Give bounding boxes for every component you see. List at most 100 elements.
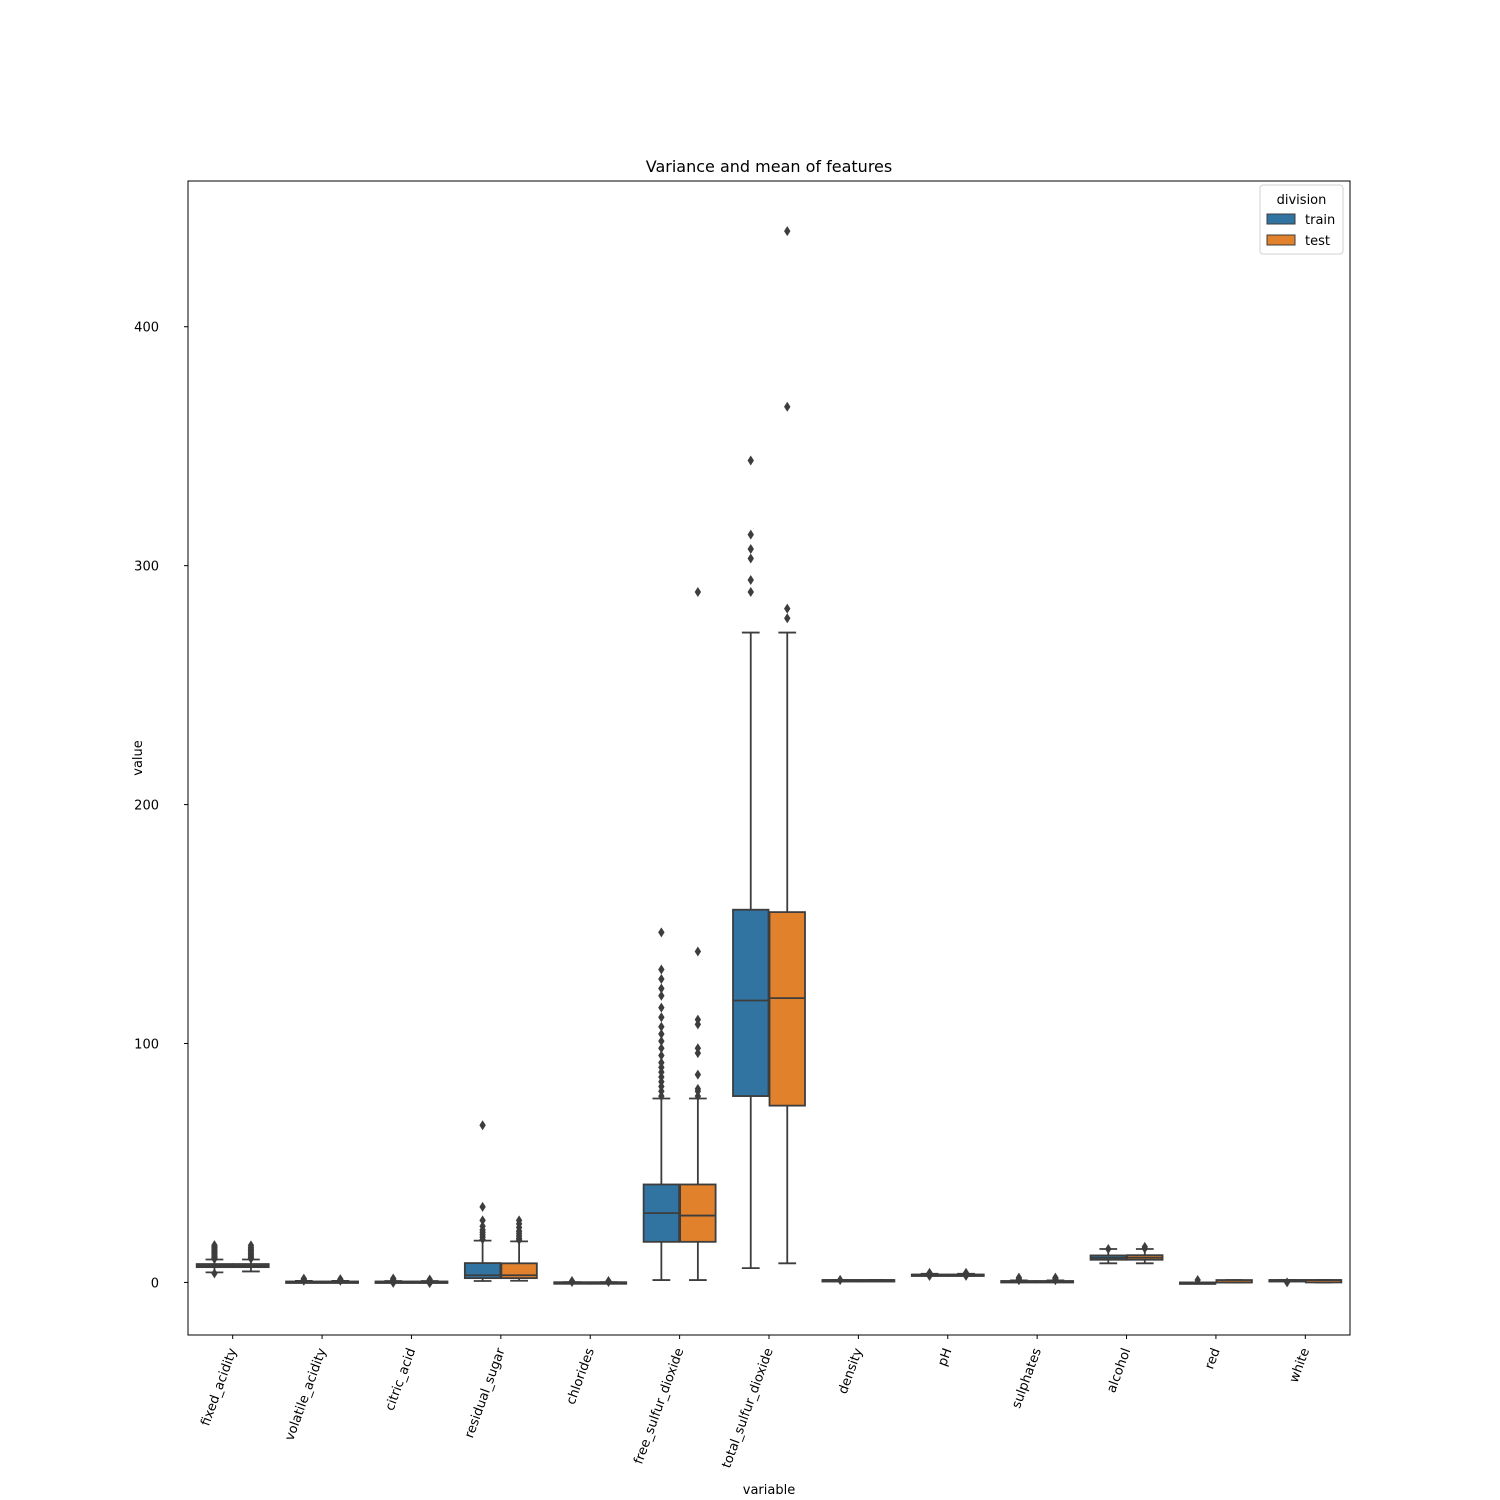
x-tick-label: free_sulfur_dioxide <box>631 1346 687 1466</box>
outlier-point <box>747 529 754 540</box>
x-axis: fixed_acidity volatile_acidity citric_acid… <box>198 1335 1313 1470</box>
box-train-pH <box>910 1267 949 1281</box>
x-tick-label: volatile_acidity <box>282 1346 330 1443</box>
outlier-point <box>247 1240 255 1251</box>
y-axis-label: value <box>131 740 146 776</box>
box-train-sulphates <box>1000 1272 1038 1286</box>
outlier-point <box>694 946 702 957</box>
box-train-white <box>1268 1277 1306 1288</box>
x-tick-label: sulphates <box>1009 1346 1045 1410</box>
box-train-chlorides <box>553 1275 591 1287</box>
outlier-point <box>784 603 791 614</box>
box-test-free_sulfur_dioxide <box>679 586 717 1281</box>
y-tick-label: 400 <box>134 321 159 336</box>
box-test-total_sulfur_dioxide <box>768 226 806 1265</box>
box-iqr <box>768 911 806 1107</box>
outlier-point <box>300 1273 308 1284</box>
box-test-white <box>1304 1279 1343 1284</box>
x-tick-label: chlorides <box>564 1346 598 1407</box>
outlier-point <box>658 1028 665 1039</box>
outlier-point <box>658 983 665 994</box>
box-test-volatile_acidity <box>321 1274 359 1286</box>
box-train-density <box>821 1274 859 1286</box>
outlier-point <box>747 586 754 597</box>
outlier-point <box>747 455 754 466</box>
outlier-point <box>658 1002 665 1013</box>
box-test-sulphates <box>1036 1272 1075 1286</box>
y-axis: 0 100 200 300 400 <box>134 321 188 1291</box>
outlier-point <box>211 1268 218 1279</box>
outlier-point <box>784 613 791 624</box>
chart-title: Variance and mean of features <box>646 157 892 176</box>
box-iqr <box>732 908 770 1097</box>
box-train-volatile_acidity <box>285 1273 323 1286</box>
outlier-point <box>694 586 702 597</box>
box-test-citric_acid <box>411 1274 449 1289</box>
outlier-point <box>658 990 665 1001</box>
outlier-point <box>211 1240 218 1251</box>
outlier-point <box>1052 1272 1059 1283</box>
outlier-point <box>694 1069 702 1080</box>
legend-label-train: train <box>1305 213 1335 228</box>
outlier-point <box>1015 1272 1023 1283</box>
outlier-point <box>1194 1275 1201 1286</box>
box-test-residual_sugar <box>500 1215 538 1282</box>
outlier-point <box>658 974 665 985</box>
box-test-red <box>1215 1279 1253 1284</box>
outlier-point <box>1105 1243 1112 1254</box>
box-test-fixed_acidity <box>232 1240 270 1273</box>
outlier-point <box>658 1021 665 1032</box>
outlier-point <box>658 927 665 938</box>
plot-area <box>195 226 1343 1289</box>
outlier-point <box>658 1012 665 1023</box>
legend-label-test: test <box>1305 234 1330 249</box>
y-tick-label: 300 <box>134 560 159 575</box>
outlier-point <box>658 1043 665 1054</box>
box-train-citric_acid <box>374 1273 412 1288</box>
x-tick-label: pH <box>935 1346 955 1368</box>
box-iqr <box>679 1183 717 1243</box>
y-tick-label: 0 <box>151 1276 159 1291</box>
x-tick-label: red <box>1202 1346 1223 1371</box>
x-tick-label: density <box>836 1346 867 1396</box>
outlier-point <box>784 226 791 237</box>
box-train-free_sulfur_dioxide <box>642 927 681 1281</box>
box-train-fixed_acidity <box>195 1240 234 1279</box>
outlier-point <box>1141 1241 1148 1252</box>
box-train-alcohol <box>1089 1243 1127 1265</box>
outlier-point <box>694 1043 702 1054</box>
outlier-point <box>479 1221 486 1232</box>
outlier-point <box>479 1120 486 1131</box>
x-tick-label: white <box>1287 1346 1313 1385</box>
outlier-point <box>658 1036 665 1047</box>
legend-swatch-train <box>1266 213 1296 225</box>
outlier-point <box>962 1267 970 1278</box>
outlier-point <box>568 1275 576 1286</box>
outlier-point <box>747 575 754 586</box>
box-test-alcohol <box>1126 1241 1164 1265</box>
plot-frame <box>187 180 1351 1336</box>
outlier-point <box>658 964 665 975</box>
x-tick-label: residual_sugar <box>462 1346 509 1441</box>
outlier-point <box>1283 1277 1291 1288</box>
outlier-point <box>694 1083 702 1094</box>
outlier-point <box>426 1274 433 1285</box>
outlier-point <box>784 401 791 412</box>
x-tick-label: fixed_acidity <box>198 1346 240 1428</box>
outlier-point <box>390 1273 397 1284</box>
outlier-point <box>515 1215 523 1226</box>
outlier-point <box>926 1267 933 1278</box>
x-tick-label: citric_acid <box>383 1346 419 1413</box>
x-axis-label: variable <box>743 1483 795 1498</box>
box-test-chlorides <box>589 1276 628 1287</box>
outlier-point <box>658 1057 665 1068</box>
outlier-point <box>694 1014 702 1025</box>
outlier-point <box>747 553 754 564</box>
box-test-pH <box>947 1267 985 1281</box>
outlier-point <box>658 1050 665 1061</box>
y-tick-label: 200 <box>134 799 159 814</box>
outlier-point <box>479 1201 486 1212</box>
outlier-point <box>479 1215 486 1226</box>
x-tick-label: total_sulfur_dioxide <box>719 1346 776 1470</box>
outlier-point <box>836 1274 844 1285</box>
